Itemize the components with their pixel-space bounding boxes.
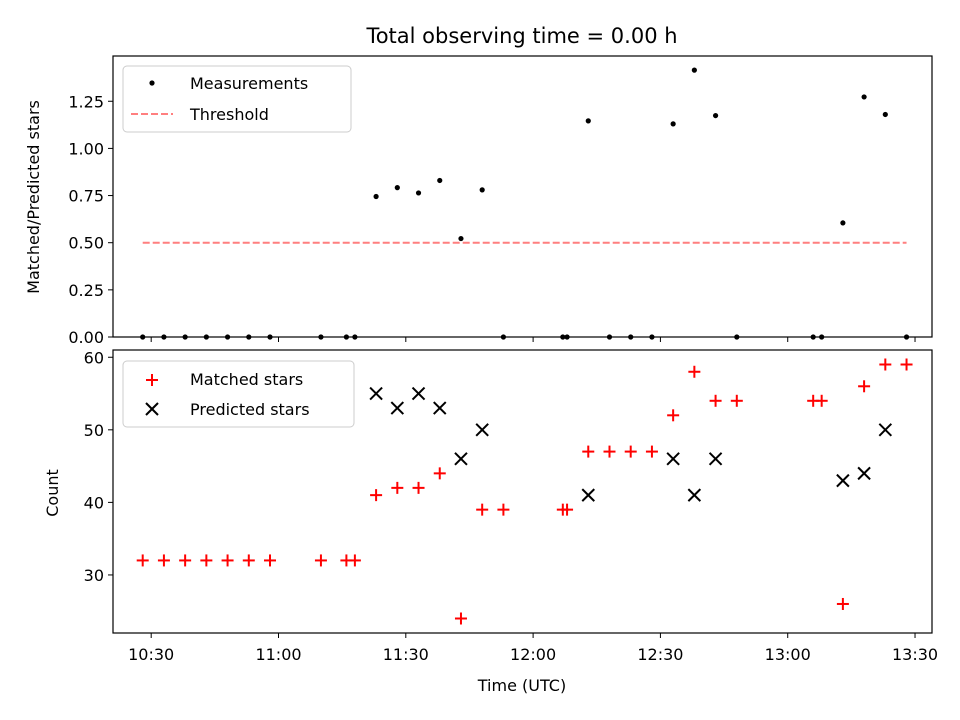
matched-stars-point bbox=[667, 409, 680, 422]
top-y-tick-label: 0.50 bbox=[68, 234, 104, 253]
bottom-y-tick-label: 30 bbox=[84, 566, 104, 585]
measurements-point bbox=[712, 112, 719, 119]
predicted-stars-point bbox=[369, 386, 383, 401]
predicted-stars-point bbox=[454, 452, 468, 466]
bottom-plot-frame bbox=[112, 349, 933, 634]
matched-stars-point bbox=[454, 612, 467, 625]
legend-label-matched-stars: Matched stars bbox=[190, 370, 303, 389]
matched-stars-point bbox=[497, 503, 510, 516]
x-tick-label: 10:30 bbox=[128, 645, 174, 664]
predicted-stars-point bbox=[878, 423, 893, 437]
matched-stars-point bbox=[157, 554, 170, 567]
matched-stars-point bbox=[314, 554, 327, 567]
matched-stars-point bbox=[645, 445, 658, 458]
bottom-legend: Matched stars Predicted stars bbox=[122, 360, 355, 428]
legend-marker-measurements bbox=[149, 80, 155, 86]
bottom-axes: 30 40 50 60 10:30 11:00 11:30 12:00 12:30 13:00 13… bbox=[84, 348, 938, 664]
matched-stars-point bbox=[370, 489, 383, 502]
bottom-y-tick-label: 50 bbox=[84, 421, 104, 440]
chart-title: Total observing time = 0.00 h bbox=[365, 24, 677, 48]
matched-stars-point bbox=[603, 445, 616, 458]
predicted-stars-point bbox=[836, 473, 850, 488]
measurements-point bbox=[691, 67, 697, 73]
predicted-stars-point bbox=[708, 452, 723, 466]
measurements-point bbox=[415, 190, 422, 196]
top-y-tick-label: 0.75 bbox=[68, 187, 104, 206]
matched-stars-point bbox=[709, 394, 722, 407]
top-y-tick-label: 0.25 bbox=[68, 281, 104, 300]
measurements-point bbox=[394, 185, 400, 191]
matched-stars-point bbox=[624, 445, 637, 458]
top-axes: 0.00 0.25 0.50 0.75 1.00 1.25 bbox=[68, 55, 933, 347]
measurements-point bbox=[882, 111, 888, 118]
predicted-stars-point bbox=[475, 423, 489, 437]
x-tick-label: 13:00 bbox=[765, 645, 811, 664]
matched-stars-point bbox=[179, 554, 192, 567]
legend-label-predicted-stars: Predicted stars bbox=[190, 400, 310, 419]
matched-stars-point bbox=[433, 467, 446, 480]
matched-stars-point bbox=[836, 597, 849, 610]
predicted-stars-point bbox=[433, 401, 447, 415]
measurements-point bbox=[585, 118, 591, 124]
predicted-stars-point bbox=[687, 488, 702, 502]
matched-stars-point bbox=[348, 554, 361, 567]
legend-marker-matched-stars bbox=[146, 374, 158, 386]
predicted-stars-point bbox=[666, 452, 680, 466]
matched-stars-point bbox=[582, 445, 595, 458]
top-legend: Measurements Threshold bbox=[122, 65, 352, 133]
matched-stars-point bbox=[858, 380, 871, 393]
top-y-tick-label: 1.25 bbox=[68, 92, 104, 111]
predicted-stars-point bbox=[390, 401, 405, 415]
legend-marker-predicted-stars bbox=[145, 402, 159, 416]
matched-stars-point bbox=[561, 503, 574, 516]
measurements-point bbox=[670, 121, 676, 127]
matched-stars-point bbox=[242, 554, 255, 567]
x-axis-label: Time (UTC) bbox=[477, 676, 566, 695]
matched-stars-point bbox=[815, 394, 828, 407]
measurements-point bbox=[373, 193, 379, 200]
bottom-y-tick-label: 60 bbox=[84, 348, 104, 367]
predicted-stars-point bbox=[857, 466, 871, 481]
predicted-stars-point bbox=[411, 386, 426, 401]
top-y-tick-label: 1.00 bbox=[68, 139, 104, 158]
x-tick-label: 11:30 bbox=[383, 645, 429, 664]
legend-label-measurements: Measurements bbox=[190, 74, 308, 93]
bottom-y-axis-label: Count bbox=[43, 469, 62, 517]
matched-stars-point bbox=[879, 358, 892, 371]
matched-stars-point bbox=[476, 503, 489, 516]
measurements-point bbox=[437, 177, 443, 184]
matched-stars-point bbox=[221, 554, 234, 567]
x-tick-label: 12:00 bbox=[510, 645, 556, 664]
measurements-point bbox=[479, 187, 485, 193]
measurements-point bbox=[840, 220, 846, 226]
x-tick-label: 12:30 bbox=[637, 645, 683, 664]
measurements-point bbox=[861, 94, 867, 100]
matched-stars-point bbox=[688, 365, 701, 378]
bottom-y-tick-label: 40 bbox=[84, 493, 104, 512]
matched-stars-point bbox=[900, 358, 913, 371]
matched-stars-point bbox=[264, 554, 277, 567]
legend-label-threshold: Threshold bbox=[189, 105, 269, 124]
x-tick-label: 13:30 bbox=[892, 645, 938, 664]
matched-stars-point bbox=[412, 481, 425, 494]
top-y-axis-label: Matched/Predicted stars bbox=[24, 100, 43, 294]
x-tick-label: 11:00 bbox=[255, 645, 301, 664]
matched-stars-point bbox=[200, 554, 213, 567]
matched-stars-point bbox=[136, 554, 149, 567]
top-plot-frame bbox=[112, 55, 933, 338]
matched-stars-point bbox=[730, 394, 743, 407]
predicted-stars-point bbox=[581, 488, 595, 502]
top-y-tick-label: 0.00 bbox=[68, 328, 104, 347]
matched-stars-point bbox=[391, 481, 404, 494]
measurements-point bbox=[458, 235, 464, 242]
